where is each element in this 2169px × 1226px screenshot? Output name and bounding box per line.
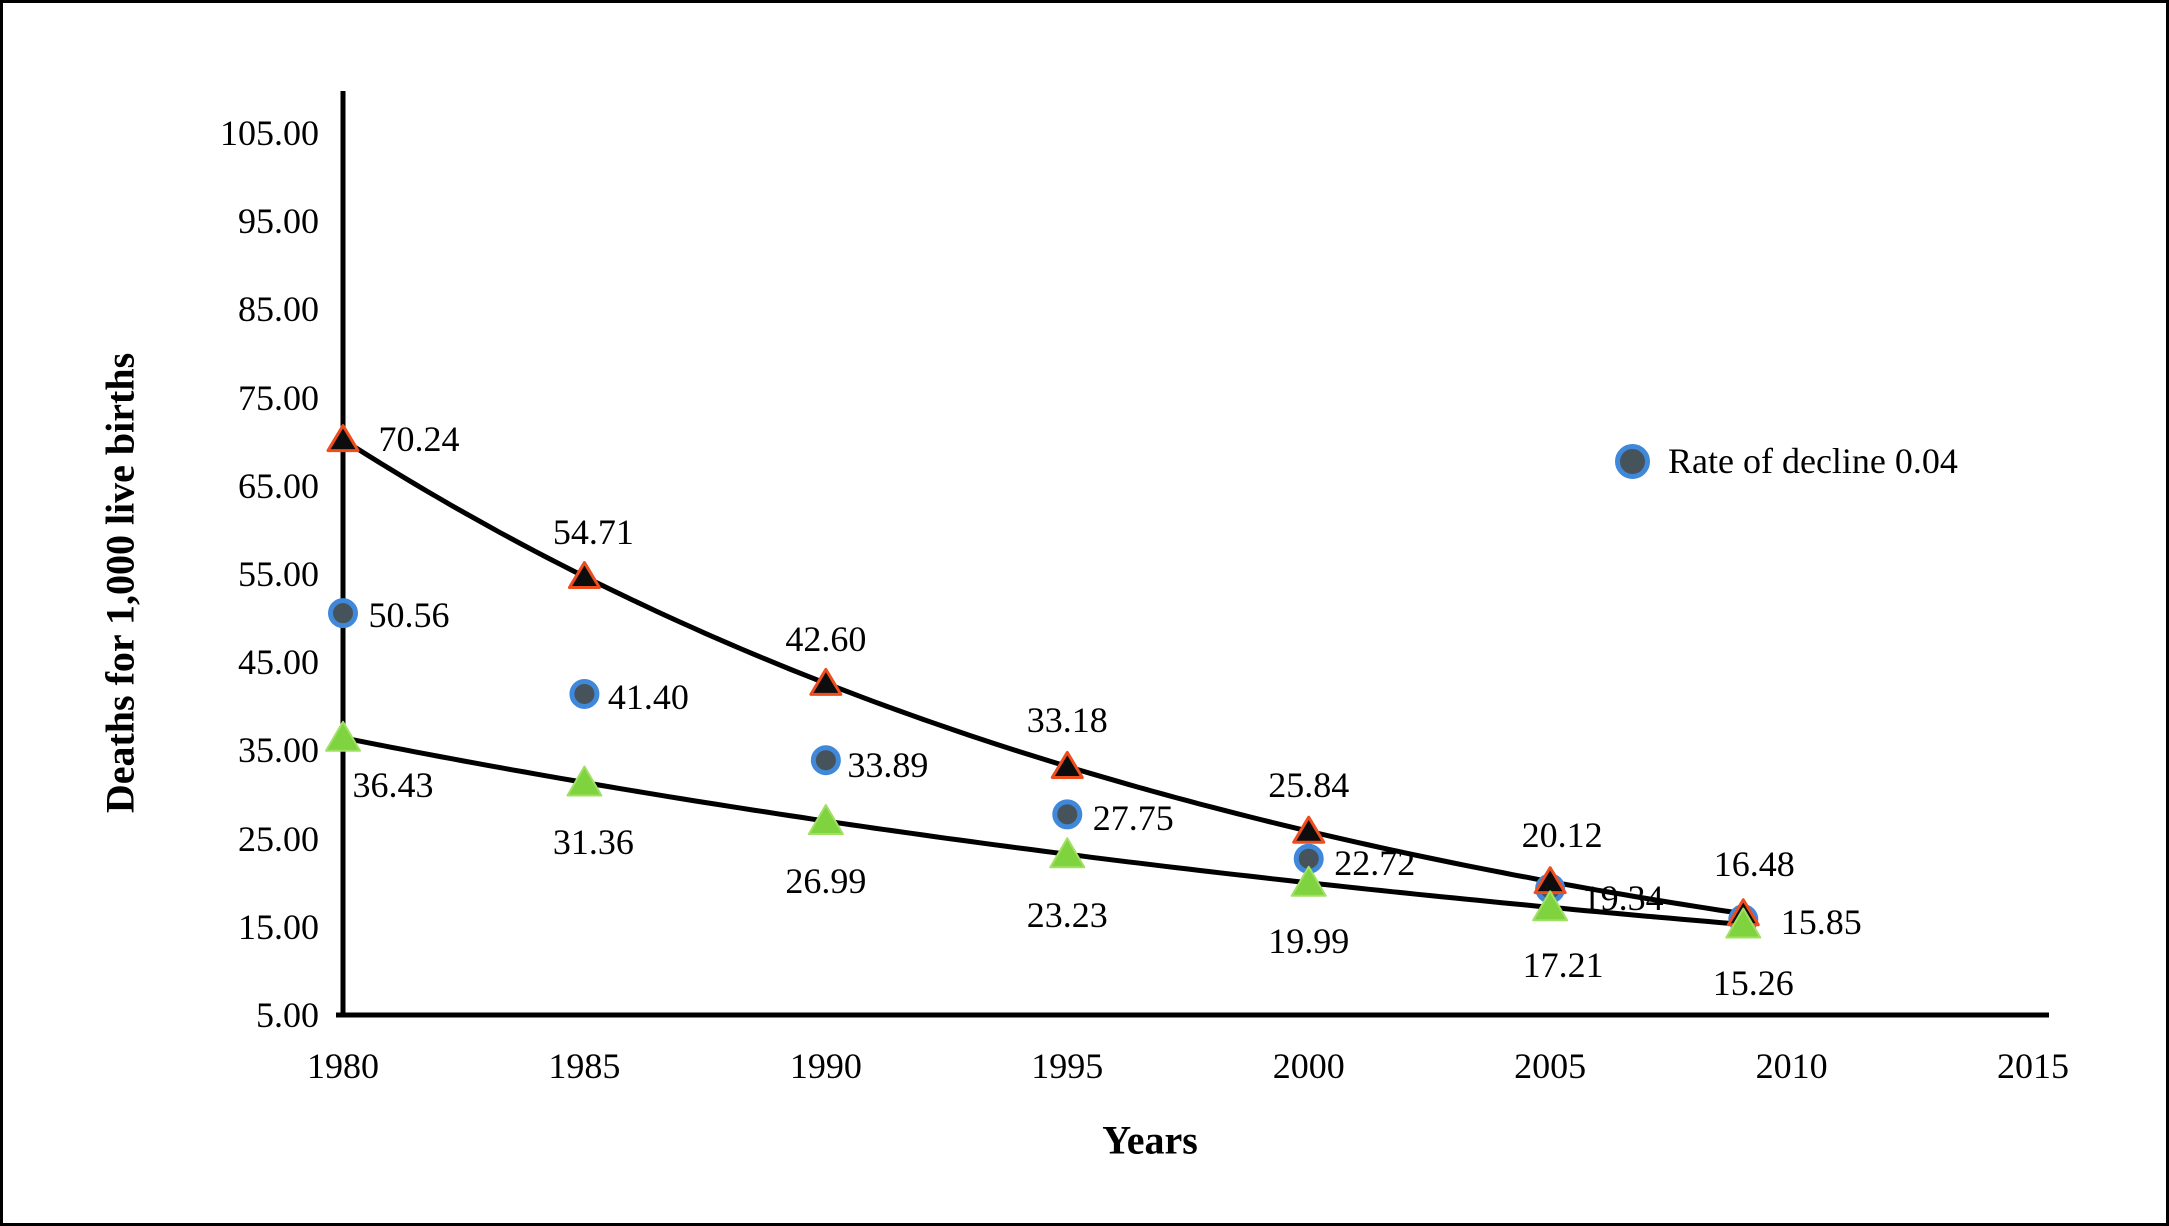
marker-black-triangle-red-edge-1995: [1050, 750, 1084, 779]
x-tick-label: 2010: [1755, 1046, 1828, 1086]
markers-layer: [325, 424, 1762, 939]
x-tick-label: 2005: [1514, 1046, 1587, 1086]
y-tick-label: 45.00: [238, 642, 319, 683]
x-tick-label: 2015: [1996, 1046, 2069, 1086]
y-tick-label: 85.00: [238, 289, 319, 330]
plot-area: [325, 91, 2049, 1018]
data-label-blue-circle-1985: 41.40: [607, 676, 689, 717]
data-label-green-triangle-2009: 15.26: [1712, 962, 1794, 1003]
trendline-black-triangle-red-edge: [340, 437, 1746, 917]
data-label-blue-circle-2009: 15.85: [1780, 902, 1862, 943]
data-label-blue-circle-2005: 19.34: [1582, 877, 1664, 918]
marker-black-triangle-red-edge-1980: [326, 424, 360, 453]
y-tick-label: 5.00: [256, 995, 319, 1035]
data-label-black-triangle-red-edge-2000: 25.84: [1268, 765, 1350, 806]
x-tick-label: 1980: [307, 1046, 379, 1086]
marker-green-triangle-1985: [566, 765, 603, 797]
y-tick-label: 95.00: [238, 201, 319, 242]
data-label-green-triangle-1980: 36.43: [352, 764, 434, 805]
y-tick-label: 65.00: [238, 465, 319, 506]
data-label-black-triangle-red-edge-1980: 70.24: [378, 418, 460, 459]
legend-label: Rate of decline 0.04: [1668, 441, 1958, 481]
data-label-green-triangle-2000: 19.99: [1268, 920, 1350, 961]
marker-blue-circle-1980: [328, 598, 358, 629]
data-label-blue-circle-1980: 50.56: [368, 595, 450, 636]
marker-green-triangle-1990: [807, 804, 844, 836]
legend-marker-circle-icon: [1615, 443, 1650, 479]
x-tick-label: 2000: [1272, 1046, 1345, 1086]
marker-green-triangle-2000: [1290, 865, 1327, 897]
data-label-black-triangle-red-edge-1985: 54.71: [552, 511, 634, 552]
marker-green-triangle-2005: [1532, 890, 1569, 922]
data-label-blue-circle-1995: 27.75: [1092, 798, 1174, 839]
marker-blue-circle-1985: [569, 678, 600, 709]
marker-green-triangle-2009: [1725, 907, 1762, 939]
data-label-green-triangle-2005: 17.21: [1522, 945, 1604, 986]
y-tick-label: 35.00: [238, 730, 319, 771]
marker-black-triangle-red-edge-1990: [809, 667, 843, 696]
y-tick-label: 75.00: [238, 377, 319, 418]
marker-blue-circle-1995: [1052, 799, 1083, 830]
y-tick-label: 105.00: [220, 113, 319, 153]
x-axis-title: Years: [1102, 1117, 1198, 1163]
y-tick-label: 25.00: [238, 818, 319, 859]
data-label-black-triangle-red-edge-2005: 20.12: [1521, 814, 1603, 855]
marker-green-triangle-1995: [1049, 837, 1086, 869]
data-label-green-triangle-1995: 23.23: [1026, 895, 1108, 936]
marker-green-triangle-1980: [325, 720, 361, 752]
data-label-green-triangle-1985: 31.36: [552, 821, 634, 862]
marker-black-triangle-red-edge-1985: [567, 561, 601, 590]
data-label-black-triangle-red-edge-1990: 42.60: [785, 619, 867, 660]
data-label-blue-circle-1990: 33.89: [847, 745, 929, 786]
data-label-black-triangle-red-edge-1995: 33.18: [1026, 700, 1108, 741]
x-tick-label: 1995: [1031, 1046, 1104, 1086]
y-tick-label: 55.00: [238, 554, 319, 594]
data-label-blue-circle-2000: 22.72: [1334, 842, 1416, 883]
x-tick-label: 1985: [548, 1046, 621, 1086]
marker-blue-circle-1990: [810, 745, 841, 776]
x-tick-label: 1990: [789, 1046, 862, 1086]
marker-black-triangle-red-edge-2000: [1292, 815, 1326, 844]
data-label-black-triangle-red-edge-2009: 16.48: [1713, 843, 1795, 884]
data-label-green-triangle-1990: 26.99: [785, 861, 867, 902]
y-tick-label: 15.00: [238, 906, 319, 947]
y-axis-title: Deaths for 1,000 live births: [97, 352, 143, 814]
legend: Rate of decline 0.04: [1615, 443, 1958, 479]
